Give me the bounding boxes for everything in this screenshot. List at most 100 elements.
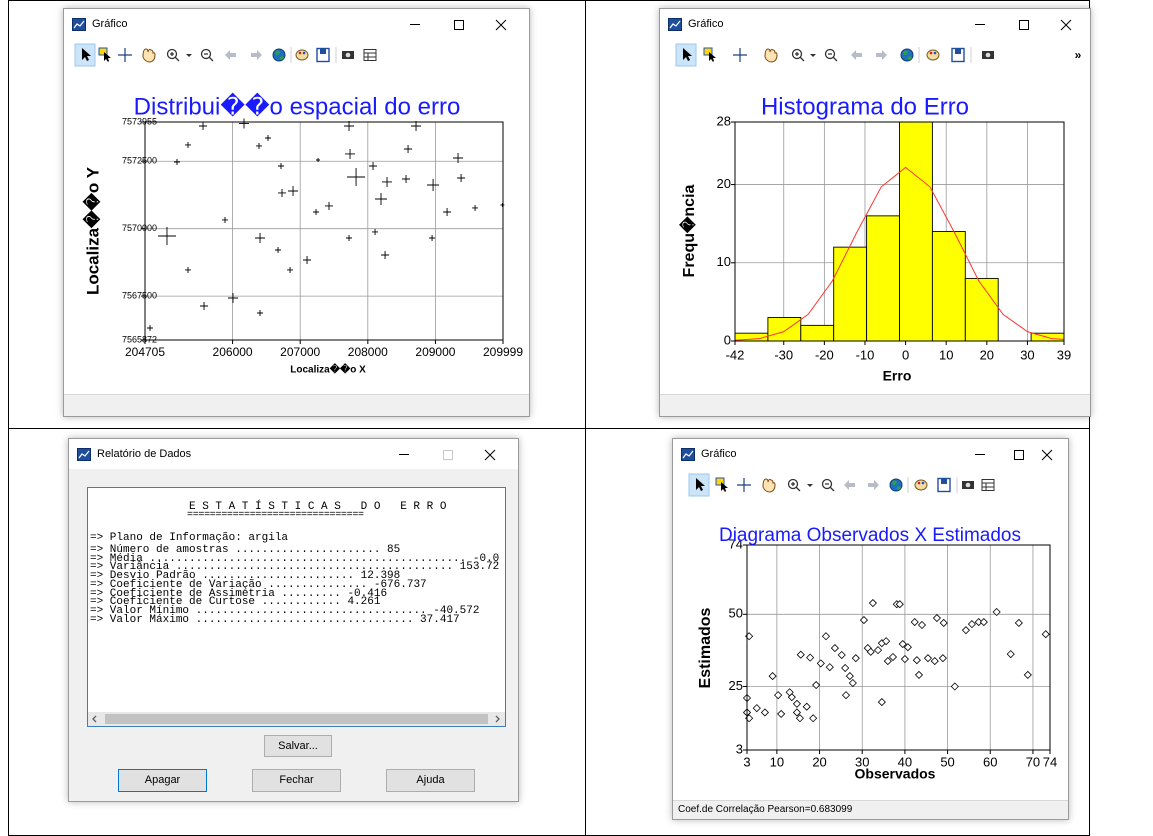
close[interactable] — [495, 19, 507, 31]
y-tick-label: 7570000 — [122, 223, 157, 233]
y-tick-label: 28 — [717, 113, 731, 128]
point — [768, 672, 777, 681]
point — [382, 176, 393, 187]
icon-frame — [681, 448, 695, 461]
point — [255, 232, 266, 243]
caption-buttons — [975, 449, 1053, 461]
close[interactable] — [484, 449, 496, 461]
report-line: => Número de amostras ..................… — [90, 544, 401, 556]
tool-pointer — [104, 52, 111, 62]
point — [777, 709, 786, 718]
tool-print-lens — [965, 482, 971, 488]
point — [837, 650, 846, 660]
title-bar: Gráfico — [64, 9, 529, 39]
tool-forward[interactable] — [876, 50, 887, 60]
maximize[interactable] — [443, 450, 453, 460]
maximize[interactable] — [1014, 450, 1024, 460]
point — [809, 714, 818, 723]
tool-dropdown[interactable] — [186, 54, 192, 57]
toolbar — [64, 39, 529, 71]
point — [785, 688, 794, 697]
tool-forward[interactable] — [251, 50, 262, 60]
tool-palette[interactable] — [914, 479, 928, 491]
bar — [833, 246, 868, 342]
tool-pan[interactable] — [764, 48, 778, 63]
button[interactable]: Apagar — [118, 769, 207, 792]
point — [979, 618, 988, 627]
scroll-right[interactable] — [495, 715, 500, 723]
close[interactable] — [1060, 19, 1072, 31]
close[interactable] — [1041, 449, 1053, 461]
scroll-thumb[interactable] — [105, 714, 488, 724]
point — [825, 663, 834, 672]
x-tick-label: 39 — [1057, 347, 1071, 362]
tool-select-area[interactable] — [98, 47, 108, 56]
x-tick-label: 208000 — [348, 345, 388, 359]
point — [752, 704, 761, 713]
tool-dropdown[interactable] — [810, 54, 816, 57]
y-axis-label: Estimados — [697, 607, 714, 688]
tool-select-area[interactable] — [715, 477, 725, 486]
report-heading: E S T A T Í S T I C A S D O E R R O — [189, 501, 447, 513]
point — [796, 650, 805, 659]
point — [453, 153, 464, 164]
tool-cross[interactable] — [737, 478, 751, 492]
tool-table-lines — [364, 52, 376, 60]
point — [256, 142, 263, 149]
tool-dropdown[interactable] — [807, 484, 813, 487]
point — [930, 657, 939, 666]
tool-forward[interactable] — [868, 480, 879, 490]
tool-palette-dot — [933, 51, 937, 55]
scroll-left[interactable] — [92, 715, 97, 723]
icon-frame — [668, 18, 682, 31]
tool-palette[interactable] — [295, 49, 309, 61]
tool-back[interactable] — [851, 50, 862, 60]
tool-cross[interactable] — [118, 48, 132, 62]
point — [950, 682, 959, 691]
button[interactable]: Ajuda — [386, 769, 475, 792]
tool-palette[interactable] — [926, 49, 940, 61]
report-line: => Coeficiente de Assimetria ......... -… — [90, 587, 388, 600]
x-tick-label: 207000 — [280, 345, 320, 359]
tool-pan[interactable] — [762, 478, 776, 493]
report-line: => Coeficiente de Variação .............… — [90, 578, 427, 591]
button[interactable]: Fechar — [252, 769, 341, 792]
tool-cross[interactable] — [733, 48, 747, 62]
point — [257, 310, 264, 317]
tool-table[interactable] — [363, 49, 377, 61]
toolbar-overflow[interactable]: » — [1075, 48, 1082, 62]
maximize[interactable] — [1019, 20, 1029, 30]
tool-back[interactable] — [225, 50, 236, 60]
tool-table[interactable] — [981, 479, 995, 491]
point — [888, 652, 898, 662]
tool-pan[interactable] — [142, 48, 156, 63]
point — [859, 616, 868, 625]
tool-globe[interactable] — [900, 48, 914, 62]
maximize[interactable] — [454, 20, 464, 30]
y-tick-label: 10 — [717, 254, 731, 269]
scrollbar[interactable] — [88, 712, 505, 726]
point — [288, 185, 299, 196]
point — [404, 144, 413, 153]
x-tick-label: 20 — [980, 347, 994, 362]
icon-frame — [72, 18, 86, 31]
chart-title: Diagrama Observados X Estimados — [719, 525, 1021, 546]
point — [932, 613, 941, 623]
tool-globe[interactable] — [889, 478, 903, 492]
point — [917, 620, 927, 630]
tool-globe[interactable] — [272, 48, 286, 62]
report-line: => Média ...............................… — [90, 552, 500, 565]
point — [866, 647, 875, 656]
point — [185, 266, 192, 273]
y-tick-label: 25 — [729, 678, 743, 693]
tool-back[interactable] — [844, 480, 855, 490]
point — [344, 120, 355, 131]
x-tick-label: 74 — [1043, 754, 1057, 769]
y-tick-label: 0 — [724, 332, 731, 347]
icon-frame — [77, 448, 91, 461]
point — [346, 234, 353, 241]
tool-select-area[interactable] — [703, 47, 713, 56]
button[interactable]: Salvar... — [264, 735, 332, 757]
window-title: Gráfico — [701, 448, 737, 460]
